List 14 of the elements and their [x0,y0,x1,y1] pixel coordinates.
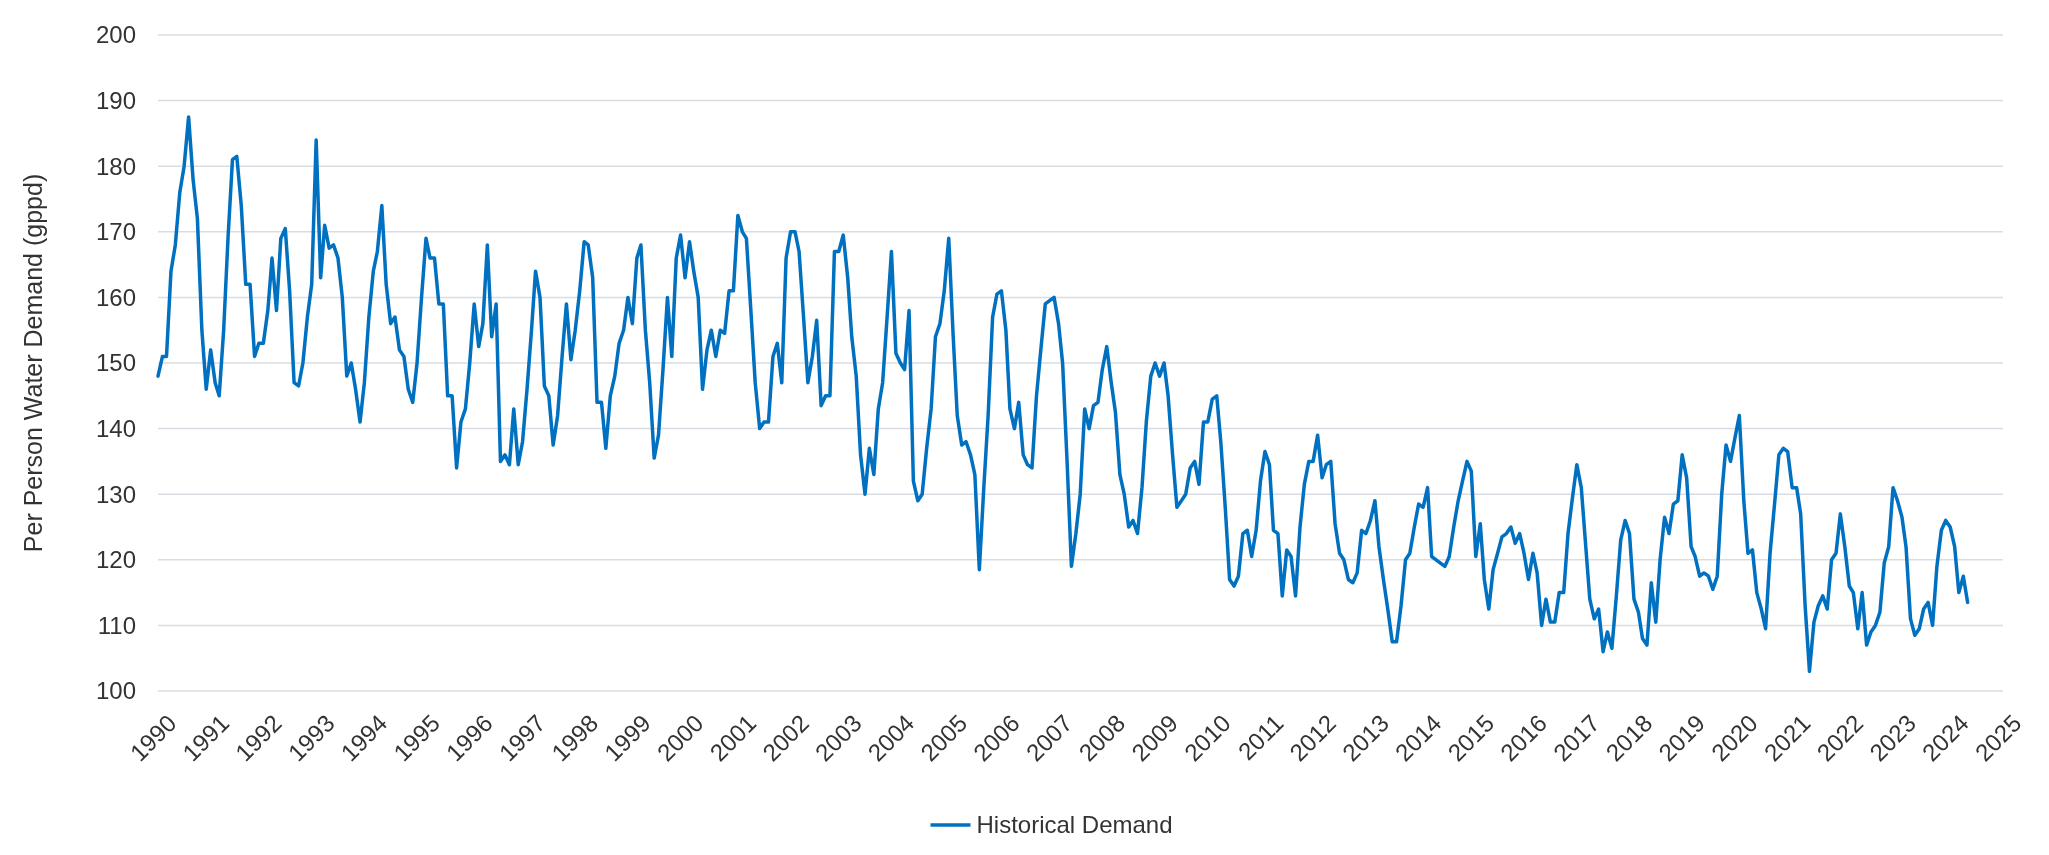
y-tick-label: 130 [95,480,136,508]
line-series [156,115,1970,674]
y-tick-label: 180 [95,152,136,180]
y-tick-label: 120 [95,546,136,574]
y-tick-label: 160 [95,283,136,311]
y-tick-label: 100 [95,677,136,705]
y-tick-label: 110 [97,611,136,639]
y-tick-label: 140 [95,415,136,442]
y-tick-label: 200 [95,21,136,49]
y-tick-label: 190 [95,87,136,114]
y-axis-title: Per Person Water Demand (gppd) [19,173,47,553]
legend-label: Historical Demand [976,811,1173,839]
y-tick-label: 170 [95,218,136,246]
y-tick-label: 150 [95,349,136,377]
